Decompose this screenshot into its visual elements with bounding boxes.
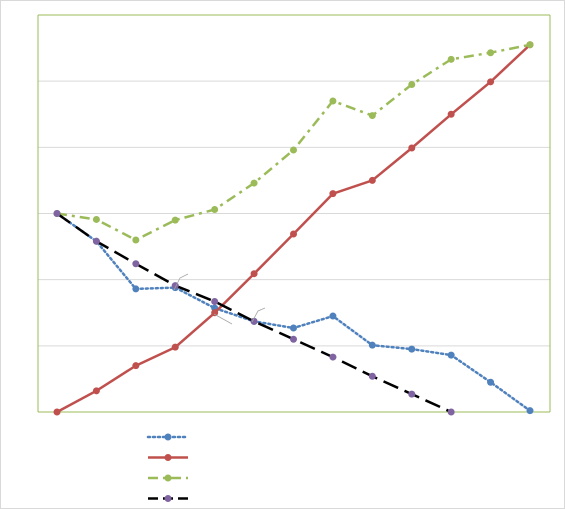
series-1-point	[290, 324, 297, 332]
legend-marker	[164, 454, 172, 461]
legend-marker	[164, 433, 172, 441]
series-3-line	[56, 43, 531, 242]
gridlines	[38, 14, 550, 347]
legend-entry-1	[146, 433, 190, 441]
series-1-point	[132, 285, 140, 293]
series-2-point	[171, 343, 179, 351]
series-3-point	[250, 179, 258, 187]
series-1-point	[408, 345, 416, 353]
series-4-point	[408, 390, 416, 398]
series-3-point	[171, 216, 179, 224]
legend	[146, 433, 190, 502]
series-3-point	[447, 55, 455, 63]
legend-marker	[164, 474, 172, 482]
series-2-point	[329, 190, 337, 198]
leader-line	[251, 307, 266, 323]
series-2-point	[447, 110, 455, 118]
series-4	[53, 210, 455, 416]
series-2-line	[56, 43, 531, 414]
series-2-point	[53, 408, 61, 416]
series-2	[53, 41, 534, 416]
series-4-point	[250, 317, 258, 325]
legend-marker	[164, 495, 172, 502]
series-4-point	[368, 372, 376, 380]
series-4-point	[447, 408, 455, 416]
series-1-point	[329, 312, 337, 320]
series-2-point	[211, 309, 219, 317]
series-4-point	[211, 298, 219, 306]
series-1-point	[526, 407, 534, 415]
series-4-point	[132, 260, 140, 268]
series-3-point	[368, 112, 376, 120]
series-2-point	[487, 78, 495, 86]
series-1-point	[368, 341, 376, 349]
series-4-point	[329, 353, 337, 361]
series-2-point	[92, 387, 100, 395]
series-3-point	[526, 41, 534, 49]
series-4-point	[53, 210, 61, 217]
legend-entry-3	[148, 474, 188, 482]
series-3-point	[92, 215, 100, 223]
series-1-line	[55, 212, 532, 412]
annotation-leaders	[173, 273, 266, 325]
series-2-point	[368, 176, 376, 184]
series-3-point	[329, 97, 337, 105]
series-1-point	[487, 378, 495, 386]
series-lines	[53, 41, 534, 416]
series-4-line	[56, 212, 452, 414]
series-2-point	[132, 362, 140, 370]
series-3-point	[487, 49, 495, 57]
series-3-point	[290, 146, 297, 154]
series-4-point	[92, 237, 100, 245]
series-1-point	[447, 351, 455, 359]
series-2-point	[250, 270, 258, 278]
series-2-point	[290, 230, 297, 238]
legend-entry-2	[148, 454, 188, 461]
series-3-point	[211, 206, 219, 214]
legend-entry-4	[148, 495, 188, 502]
leader-line	[213, 313, 233, 325]
series-3	[53, 41, 534, 244]
series-3-point	[408, 80, 416, 88]
series-3-point	[132, 236, 140, 244]
leader-line	[173, 273, 189, 291]
series-1	[53, 210, 534, 415]
series-2-point	[408, 144, 416, 152]
series-4-point	[290, 335, 297, 343]
axes	[37, 14, 551, 413]
